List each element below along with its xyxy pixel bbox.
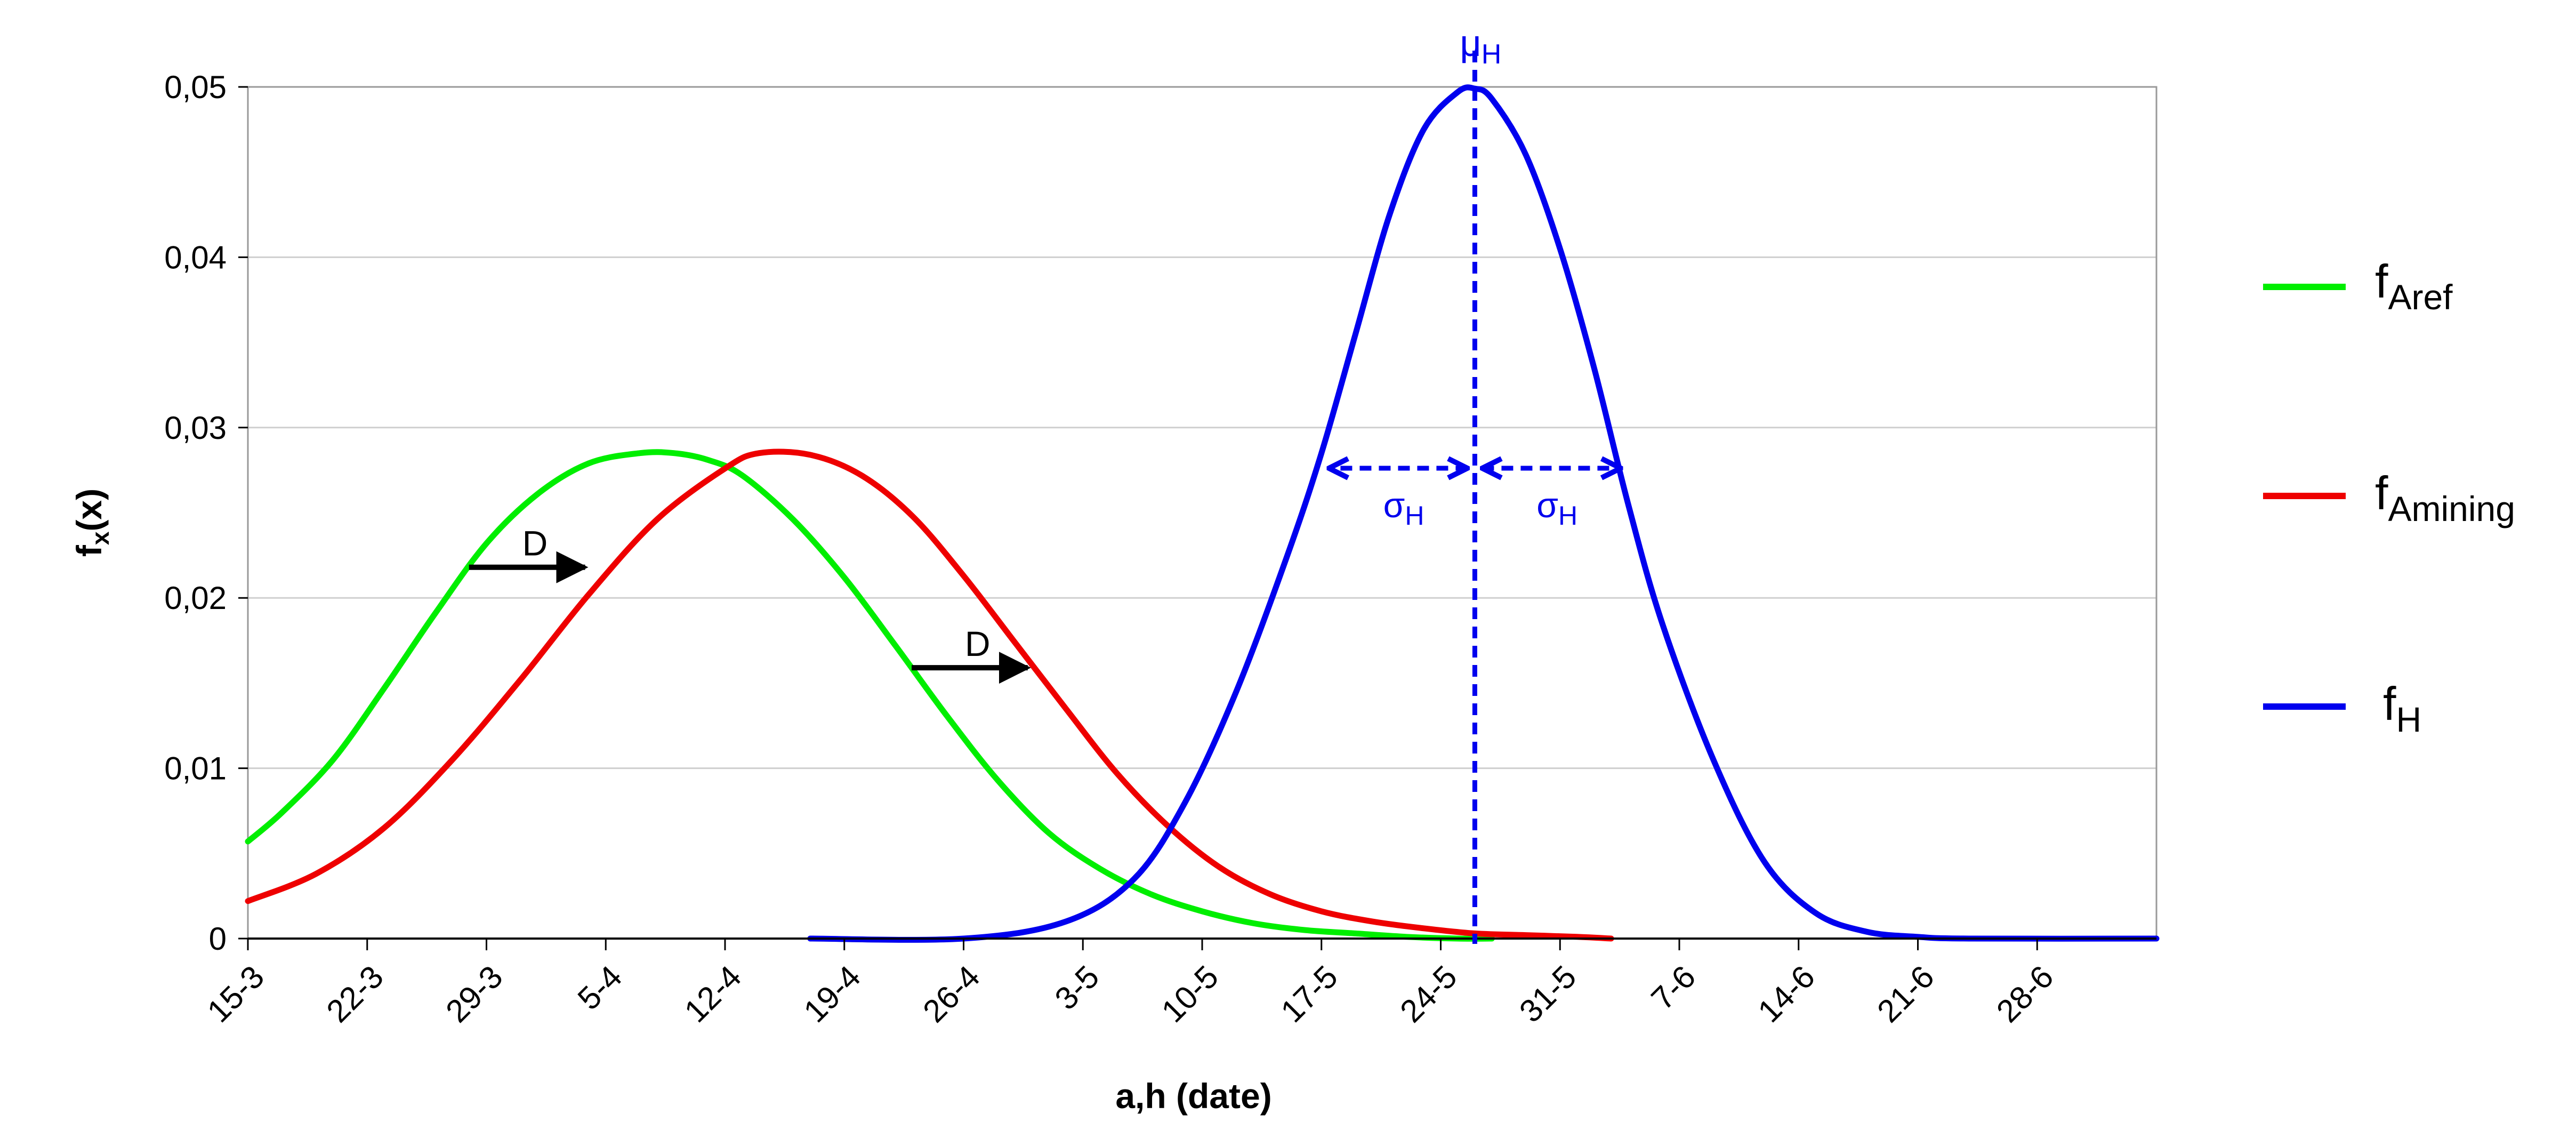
y-axis-title: fx(x) [69,488,114,557]
series-line-faref [245,449,1495,942]
x-tick-label: 3-5 [1048,959,1106,1017]
x-tick-label: 24-5 [1393,959,1463,1029]
y-axis-ticks: 0 0,01 0,02 0,03 0,04 0,05 [164,69,248,957]
series-line-famining [245,448,1614,942]
x-tick-label: 17-5 [1274,959,1345,1029]
annotations: μH σH σH D D [469,22,1621,944]
x-tick-label: 19-4 [797,959,867,1029]
legend: fAref fAmining fH [2263,255,2515,739]
y-axis-title-main: f [69,544,109,557]
x-tick-label: 15-3 [200,959,271,1029]
legend-label-famining: fAmining [2375,467,2515,528]
plot-area-frame [247,86,2158,940]
x-tick-label: 21-6 [1870,959,1941,1029]
legend-label-faref: fAref [2375,255,2453,317]
x-tick-label: 12-4 [678,959,748,1029]
legend-item-faref: fAref [2263,255,2453,317]
x-tick-label: 5-4 [571,959,629,1017]
y-tick-label: 0,02 [164,580,227,616]
x-tick-label: 10-5 [1155,959,1225,1029]
mu-h-label: μH [1460,22,1501,70]
x-tick-label: 14-6 [1751,959,1822,1029]
legend-item-fh: fH [2263,677,2421,739]
x-tick-label: 31-5 [1512,959,1583,1029]
x-tick-label: 28-6 [1990,959,2060,1029]
series-line-fh [807,84,2160,943]
shift-label-1: D [522,524,548,563]
x-tick-label: 26-4 [916,959,986,1029]
shift-label-2: D [965,624,991,663]
sigma-h-label-right: σH [1536,485,1577,531]
y-tick-label: 0 [209,921,227,957]
x-axis-title: a,h (date) [1115,1076,1271,1116]
y-axis-title-tail: (x) [69,488,109,532]
y-tick-label: 0,05 [164,69,227,105]
legend-label-fh: fH [2383,677,2421,739]
x-tick-label: 7-6 [1644,959,1702,1017]
x-tick-label: 22-3 [320,959,390,1029]
y-tick-label: 0,03 [164,410,227,446]
series-lines [245,84,2160,943]
x-axis-ticks: 15-3 22-3 29-3 5-4 12-4 19-4 26-4 3-5 10-5 17-5 24… [200,939,2060,1029]
y-axis-title-sub: x [86,531,114,545]
y-tick-label: 0,01 [164,751,227,787]
legend-item-famining: fAmining [2263,467,2515,528]
y-tick-label: 0,04 [164,239,227,275]
x-tick-label: 29-3 [439,959,509,1029]
sigma-h-label-left: σH [1383,485,1424,531]
